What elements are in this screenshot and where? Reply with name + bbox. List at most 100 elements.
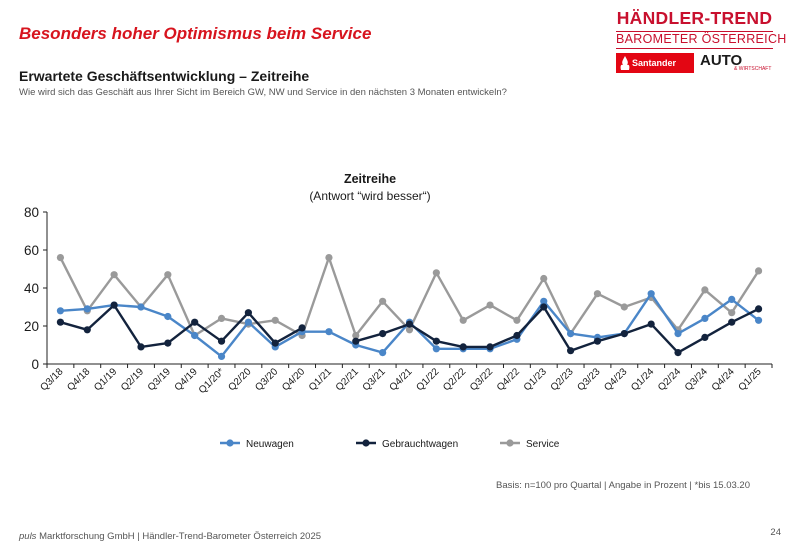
data-point-neuwagen — [217, 352, 226, 360]
x-tick-label: Q1/21 — [307, 366, 334, 393]
data-point-neuwagen — [567, 330, 575, 338]
x-tick-label: Q4/22 — [495, 366, 522, 393]
data-point-service — [56, 254, 65, 262]
legend-label: Neuwagen — [246, 439, 294, 450]
flame-icon — [620, 56, 630, 70]
legend-swatch-marker — [506, 439, 514, 447]
data-point-service — [728, 309, 736, 317]
footer-source: puls Marktforschung GmbH | Händler-Trend… — [19, 531, 321, 542]
data-point-neuwagen — [164, 312, 172, 321]
data-point-gebrauchtwagen — [701, 333, 709, 341]
data-point-neuwagen — [540, 297, 548, 305]
data-point-neuwagen — [191, 331, 199, 340]
data-point-gebrauchtwagen — [191, 318, 199, 326]
x-tick-label: Q3/22 — [468, 366, 495, 393]
data-point-gebrauchtwagen — [567, 347, 575, 355]
data-point-gebrauchtwagen — [379, 330, 387, 338]
x-tick-label: Q1/24 — [629, 366, 656, 393]
chart-subtitle: (Antwort “wird besser“) — [309, 189, 431, 203]
logo-subtitle: BAROMETER ÖSTERREICH — [616, 32, 786, 49]
x-tick-label: Q4/23 — [602, 366, 629, 393]
data-point-gebrauchtwagen — [754, 305, 763, 313]
data-point-gebrauchtwagen — [110, 301, 118, 309]
x-tick-label: Q1/19 — [92, 366, 119, 393]
data-point-neuwagen — [728, 295, 736, 303]
data-point-service — [540, 274, 548, 283]
data-point-service — [217, 314, 226, 322]
data-point-neuwagen — [325, 328, 333, 336]
x-tick-label: Q1/23 — [522, 366, 549, 393]
x-tick-label: Q1/25 — [737, 366, 764, 393]
x-tick-label: Q1/22 — [414, 366, 441, 393]
data-point-service — [754, 267, 763, 275]
data-point-gebrauchtwagen — [56, 318, 65, 326]
data-point-service — [486, 301, 494, 309]
data-point-gebrauchtwagen — [647, 320, 655, 328]
page-number: 24 — [770, 527, 781, 538]
x-tick-label: Q3/24 — [683, 366, 710, 393]
x-tick-label: Q4/19 — [173, 366, 200, 393]
x-tick-label: Q3/20 — [253, 366, 280, 393]
data-point-neuwagen — [244, 318, 252, 326]
data-point-service — [379, 297, 387, 305]
legend-swatch-marker — [226, 439, 234, 447]
data-point-service — [164, 271, 172, 279]
data-point-gebrauchtwagen — [83, 326, 91, 334]
data-point-gebrauchtwagen — [486, 343, 494, 351]
santander-logo: Santander — [616, 53, 694, 73]
data-point-service — [593, 290, 602, 298]
data-point-gebrauchtwagen — [137, 343, 145, 351]
x-tick-label: Q2/22 — [441, 366, 468, 393]
logo-title: HÄNDLER-TREND — [616, 8, 773, 32]
data-point-service — [620, 303, 628, 311]
footer-company-rest: Marktforschung GmbH | Händler-Trend-Baro… — [36, 531, 322, 542]
data-point-neuwagen — [137, 303, 145, 311]
chart-title: Zeitreihe — [343, 172, 397, 186]
x-tick-label: Q4/20 — [280, 366, 307, 393]
x-tick-label: Q2/20 — [226, 366, 253, 393]
legend-label: Gebrauchtwagen — [382, 439, 458, 450]
data-point-service — [352, 331, 360, 340]
y-tick-label: 60 — [24, 243, 39, 258]
auto-wirtschaft-sub: & WIRTSCHAFT — [734, 66, 772, 72]
headline: Besonders hoher Optimismus beim Service — [19, 24, 372, 43]
data-point-neuwagen — [56, 307, 65, 315]
y-tick-label: 80 — [24, 205, 39, 220]
data-point-service — [459, 316, 467, 324]
data-point-service — [701, 286, 709, 294]
data-point-service — [513, 316, 521, 324]
x-tick-label: Q2/23 — [549, 366, 576, 393]
section-title: Erwartete Geschäftsentwicklung – Zeitrei… — [19, 68, 310, 84]
data-point-gebrauchtwagen — [513, 331, 521, 340]
data-point-gebrauchtwagen — [432, 337, 440, 345]
data-point-neuwagen — [379, 349, 387, 357]
data-point-service — [432, 269, 440, 277]
x-tick-label: Q2/21 — [334, 366, 361, 393]
data-point-gebrauchtwagen — [459, 343, 467, 351]
y-tick-label: 0 — [31, 357, 39, 372]
basis-note: Basis: n=100 pro Quartal | Angabe in Pro… — [496, 480, 750, 491]
data-point-gebrauchtwagen — [593, 337, 602, 345]
x-tick-label: Q2/24 — [656, 366, 683, 393]
santander-wordmark: Santander — [632, 58, 677, 68]
data-point-neuwagen — [83, 305, 91, 313]
x-tick-label: Q4/21 — [388, 366, 415, 393]
footer-company-em: puls — [19, 531, 37, 542]
x-tick-label: Q3/18 — [39, 366, 66, 393]
data-point-gebrauchtwagen — [298, 324, 306, 332]
data-point-gebrauchtwagen — [271, 339, 279, 347]
data-point-gebrauchtwagen — [244, 309, 252, 317]
data-point-gebrauchtwagen — [540, 303, 548, 311]
data-point-service — [405, 326, 414, 334]
x-tick-label: Q2/19 — [119, 366, 146, 393]
data-point-gebrauchtwagen — [164, 339, 172, 347]
x-tick-label: Q3/23 — [576, 366, 603, 393]
y-tick-label: 20 — [24, 319, 39, 334]
data-point-service — [271, 316, 279, 324]
data-point-neuwagen — [647, 290, 655, 298]
data-point-neuwagen — [432, 345, 440, 353]
x-tick-label: Q3/19 — [146, 366, 173, 393]
data-point-gebrauchtwagen — [620, 330, 628, 338]
haendler-trend-logo: HÄNDLER-TREND BAROMETER ÖSTERREICH Santa… — [616, 8, 786, 73]
data-point-service — [325, 254, 333, 262]
